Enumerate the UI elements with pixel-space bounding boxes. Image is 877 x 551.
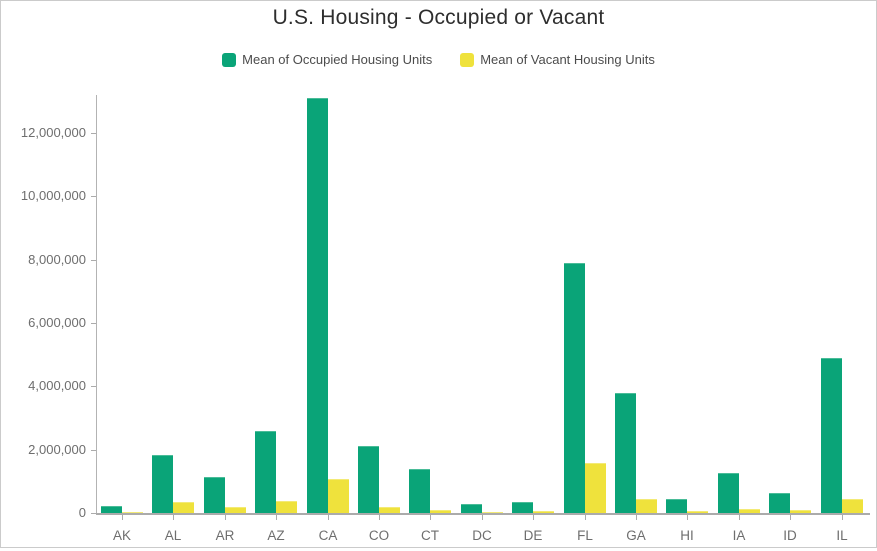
bar-occupied-IL[interactable] [821,358,842,513]
x-axis-tick [430,515,431,520]
x-axis-label-IA: IA [732,528,746,543]
bar-occupied-AK[interactable] [101,506,122,513]
bar-vacant-IL[interactable] [842,499,863,513]
y-axis-line [96,95,97,515]
bar-vacant-ID[interactable] [790,510,811,513]
y-axis-tick [91,450,96,451]
y-axis-tick-label: 8,000,000 [28,252,86,267]
x-axis-label-DE: DE [523,528,543,543]
y-axis-tick-label: 4,000,000 [28,378,86,393]
y-axis-tick [91,513,96,514]
y-axis-tick [91,133,96,134]
x-axis-label-AK: AK [112,528,131,543]
y-axis-tick [91,260,96,261]
x-axis-tick [687,515,688,520]
x-axis-label-HI: HI [680,528,694,543]
y-axis-tick-label: 6,000,000 [28,315,86,330]
bar-vacant-CT[interactable] [430,510,451,513]
bar-vacant-DE[interactable] [533,511,554,513]
legend-label-vacant: Mean of Vacant Housing Units [480,52,655,67]
x-axis-label-AR: AR [215,528,235,543]
x-axis-tick [739,515,740,520]
x-axis-tick [122,515,123,520]
bar-vacant-AL[interactable] [173,502,194,513]
bar-occupied-AL[interactable] [152,455,173,513]
bar-occupied-CO[interactable] [358,446,379,513]
bar-vacant-IA[interactable] [739,509,760,513]
x-axis-label-ID: ID [783,528,797,543]
x-axis-tick [482,515,483,520]
x-axis-label-DC: DC [472,528,492,543]
bar-occupied-CT[interactable] [409,469,430,513]
x-axis-tick [328,515,329,520]
x-axis-label-FL: FL [577,528,593,543]
bar-vacant-FL[interactable] [585,463,606,513]
bar-vacant-HI[interactable] [687,511,708,513]
x-axis-tick [276,515,277,520]
bar-occupied-DC[interactable] [461,504,482,513]
y-axis-tick-label: 10,000,000 [20,188,86,203]
vacant-swatch-icon [460,52,475,67]
x-axis-label-CT: CT [421,528,439,543]
bar-occupied-ID[interactable] [769,493,790,513]
y-axis-tick-label: 12,000,000 [20,125,86,140]
legend-label-occupied: Mean of Occupied Housing Units [242,52,433,67]
x-axis-tick [225,515,226,520]
x-axis-label-GA: GA [626,528,646,543]
x-axis-label-AL: AL [164,528,182,543]
x-axis-tick [173,515,174,520]
bar-vacant-CA[interactable] [328,479,349,513]
x-axis-label-CA: CA [318,528,338,543]
y-axis-tick [91,323,96,324]
bar-occupied-GA[interactable] [615,393,636,513]
bar-occupied-AR[interactable] [204,477,225,513]
bar-vacant-CO[interactable] [379,507,400,513]
bar-occupied-AZ[interactable] [255,431,276,513]
x-axis-label-AZ: AZ [267,528,285,543]
y-axis-tick-label: 2,000,000 [28,442,86,457]
bar-occupied-IA[interactable] [718,473,739,513]
legend: Mean of Occupied Housing Units Mean of V… [0,52,877,67]
bar-vacant-DC[interactable] [482,512,503,513]
bar-occupied-DE[interactable] [512,502,533,513]
chart-title: U.S. Housing - Occupied or Vacant [272,6,605,29]
x-axis-tick [636,515,637,520]
x-axis-tick [379,515,380,520]
x-axis-line [96,513,870,515]
occupied-swatch-icon [222,52,237,67]
bar-vacant-AR[interactable] [225,507,246,513]
bar-occupied-HI[interactable] [666,499,687,513]
y-axis-tick [91,196,96,197]
y-axis-tick-label: 0 [78,505,86,520]
bar-vacant-GA[interactable] [636,499,657,513]
x-axis-label-IL: IL [836,528,848,543]
bar-occupied-FL[interactable] [564,263,585,513]
bar-vacant-AZ[interactable] [276,501,297,513]
x-axis-label-CO: CO [368,528,390,543]
bar-vacant-AK[interactable] [122,512,143,513]
legend-item-vacant[interactable]: Mean of Vacant Housing Units [460,52,655,67]
bar-occupied-CA[interactable] [307,98,328,513]
legend-item-occupied[interactable]: Mean of Occupied Housing Units [222,52,432,67]
x-axis-tick [842,515,843,520]
x-axis-tick [585,515,586,520]
x-axis-tick [790,515,791,520]
y-axis-tick [91,386,96,387]
x-axis-tick [533,515,534,520]
